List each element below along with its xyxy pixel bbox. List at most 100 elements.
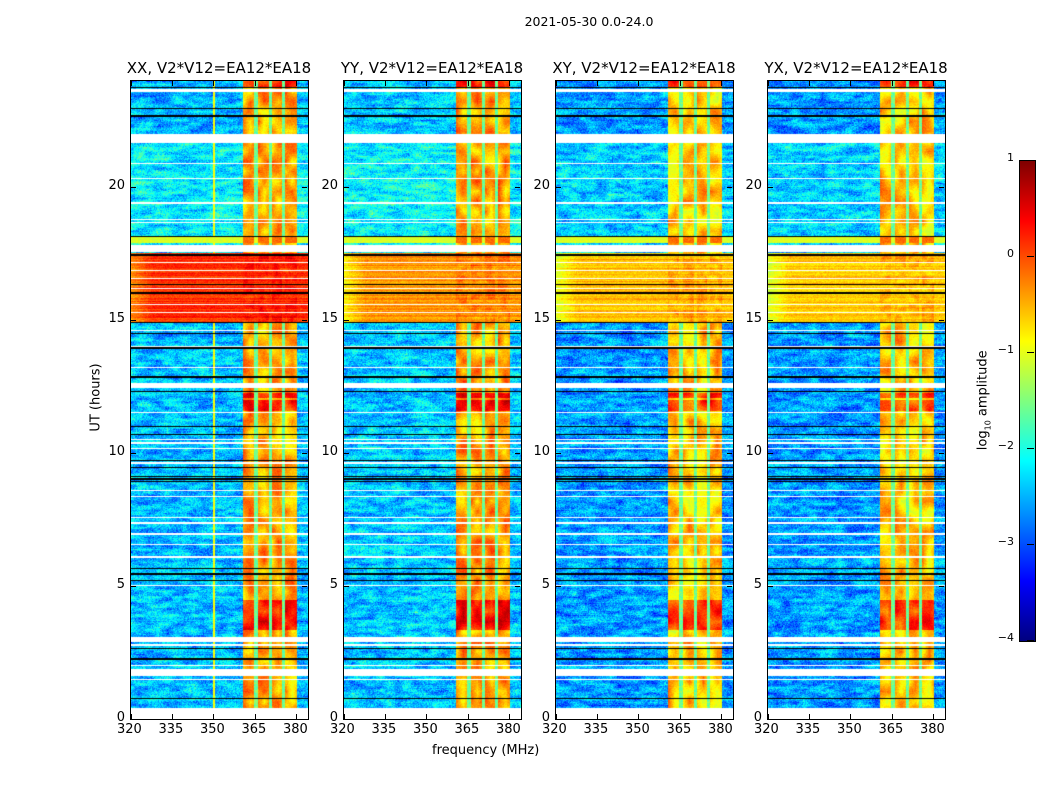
y-tick-mark bbox=[556, 585, 561, 587]
y-tick-label: 0 bbox=[116, 710, 125, 725]
heatmap-panel: 320 335 350 365 380 0 5 10 15 20 bbox=[745, 80, 946, 737]
y-tick-mark-right bbox=[727, 585, 732, 587]
y-tick-mark-right bbox=[939, 186, 944, 188]
y-tick-mark bbox=[556, 319, 561, 321]
x-tick-mark bbox=[509, 714, 511, 719]
y-tick-mark bbox=[344, 585, 349, 587]
x-tick-mark-top bbox=[213, 81, 215, 86]
x-tick-mark-top bbox=[130, 81, 132, 86]
x-tick-mark bbox=[130, 714, 132, 719]
y-tick-mark-right bbox=[302, 452, 307, 454]
y-tick-label: 20 bbox=[533, 178, 550, 194]
x-tick-mark-top bbox=[296, 81, 298, 86]
x-tick-mark bbox=[891, 714, 893, 719]
x-tick-label: 380 bbox=[282, 722, 308, 737]
x-tick-label: 380 bbox=[495, 722, 521, 737]
heatmap-canvas bbox=[131, 81, 308, 719]
colorbar-tick-mark bbox=[1027, 640, 1034, 641]
x-tick-mark-top bbox=[426, 81, 428, 86]
colorbar-tick-mark bbox=[1027, 448, 1034, 449]
x-tick-mark bbox=[254, 714, 256, 719]
panel-title: YY, V2*V12=EA12*EA18 bbox=[340, 59, 524, 77]
y-tick-mark-right bbox=[939, 319, 944, 321]
y-tick-mark bbox=[344, 186, 349, 188]
y-tick-label: 5 bbox=[541, 577, 550, 593]
x-tick-label: 350 bbox=[412, 722, 438, 737]
x-tick-label: 365 bbox=[666, 722, 692, 737]
heatmap-canvas bbox=[768, 81, 945, 719]
x-tick-mark-top bbox=[767, 81, 769, 86]
y-tick-label: 10 bbox=[745, 444, 762, 460]
x-tick-mark-top bbox=[850, 81, 852, 86]
y-tick-label: 10 bbox=[321, 444, 338, 460]
x-tick-mark-top bbox=[638, 81, 640, 86]
y-tick-mark bbox=[768, 452, 773, 454]
x-tick-mark bbox=[296, 714, 298, 719]
x-tick-label: 335 bbox=[158, 722, 184, 737]
x-tick-mark bbox=[721, 714, 723, 719]
x-tick-mark bbox=[171, 714, 173, 719]
y-tick-label: 10 bbox=[533, 444, 550, 460]
x-tick-mark bbox=[850, 714, 852, 719]
x-tick-label: 380 bbox=[919, 722, 945, 737]
y-tick-mark-right bbox=[515, 452, 520, 454]
x-tick-label: 365 bbox=[878, 722, 904, 737]
y-tick-label: 15 bbox=[533, 311, 550, 327]
x-tick-mark-top bbox=[171, 81, 173, 86]
y-tick-mark bbox=[768, 718, 773, 720]
x-tick-mark-top bbox=[509, 81, 511, 86]
heatmap-panel: 320 335 350 365 380 0 5 10 15 20 bbox=[108, 80, 309, 737]
colorbar-label: log10 amplitude bbox=[976, 340, 993, 460]
x-tick-mark bbox=[933, 714, 935, 719]
y-tick-mark-right bbox=[515, 319, 520, 321]
x-tick-label: 350 bbox=[624, 722, 650, 737]
y-tick-mark-right bbox=[302, 585, 307, 587]
y-tick-mark bbox=[344, 319, 349, 321]
colorbar bbox=[1019, 160, 1036, 642]
y-tick-mark bbox=[556, 452, 561, 454]
x-tick-mark bbox=[596, 714, 598, 719]
x-tick-mark-top bbox=[555, 81, 557, 86]
x-tick-mark-top bbox=[721, 81, 723, 86]
y-tick-mark-right bbox=[939, 718, 944, 720]
y-tick-mark bbox=[556, 186, 561, 188]
y-tick-label: 20 bbox=[745, 178, 762, 194]
y-tick-label: 15 bbox=[745, 311, 762, 327]
heatmap-panel: 320 335 350 365 380 0 5 10 15 20 bbox=[321, 80, 522, 737]
y-tick-mark bbox=[131, 718, 136, 720]
x-tick-label: 365 bbox=[241, 722, 267, 737]
x-tick-mark bbox=[384, 714, 386, 719]
colorbar-tick-label: −3 bbox=[997, 535, 1014, 548]
x-tick-label: 335 bbox=[371, 722, 397, 737]
colorbar-tick-label: −2 bbox=[997, 439, 1014, 452]
x-tick-mark bbox=[555, 714, 557, 719]
y-tick-label: 15 bbox=[321, 311, 338, 327]
y-tick-mark-right bbox=[515, 718, 520, 720]
x-tick-mark bbox=[679, 714, 681, 719]
x-tick-mark bbox=[426, 714, 428, 719]
x-tick-label: 320 bbox=[754, 722, 779, 737]
y-tick-mark-right bbox=[515, 585, 520, 587]
y-tick-mark-right bbox=[939, 585, 944, 587]
x-tick-mark-top bbox=[933, 81, 935, 86]
x-tick-mark-top bbox=[467, 81, 469, 86]
y-tick-mark-right bbox=[727, 452, 732, 454]
y-tick-mark bbox=[768, 186, 773, 188]
figure-title: 2021-05-30 0.0-24.0 bbox=[524, 14, 654, 29]
colorbar-tick-mark bbox=[1027, 544, 1034, 545]
y-tick-mark bbox=[131, 585, 136, 587]
y-tick-mark bbox=[556, 718, 561, 720]
colorbar-tick-mark bbox=[1027, 256, 1034, 257]
x-tick-mark-top bbox=[254, 81, 256, 86]
x-tick-label: 350 bbox=[836, 722, 862, 737]
y-tick-mark bbox=[131, 319, 136, 321]
x-tick-label: 380 bbox=[707, 722, 733, 737]
y-tick-label: 10 bbox=[108, 444, 125, 460]
x-tick-mark bbox=[467, 714, 469, 719]
y-axis-label: UT (hours) bbox=[88, 363, 104, 432]
y-tick-label: 5 bbox=[753, 577, 762, 593]
x-tick-label: 320 bbox=[542, 722, 567, 737]
x-tick-mark bbox=[343, 714, 345, 719]
colorbar-label-log: log bbox=[975, 430, 991, 451]
y-tick-label: 15 bbox=[108, 311, 125, 327]
